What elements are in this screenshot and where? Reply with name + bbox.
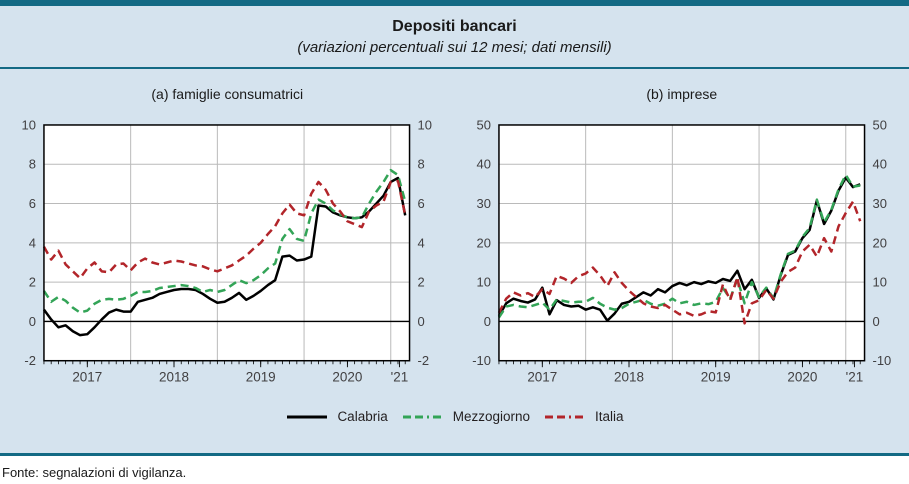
mezzogiorno-line-sample-icon bbox=[402, 415, 443, 419]
chart-panels: (a) famiglie consumatrici -2 -2 0 0 2 2 4 4 6 6 8 8… bbox=[0, 69, 909, 395]
svg-text:2: 2 bbox=[29, 275, 36, 290]
svg-text:0: 0 bbox=[29, 314, 36, 329]
legend-label-italia: Italia bbox=[595, 409, 624, 425]
legend-item-italia: Italia bbox=[543, 409, 624, 424]
svg-text:2020: 2020 bbox=[332, 370, 362, 385]
legend-spacer bbox=[0, 427, 909, 453]
source-note: Fonte: segnalazioni di vigilanza. bbox=[0, 455, 909, 480]
svg-text:40: 40 bbox=[872, 157, 886, 172]
svg-text:30: 30 bbox=[872, 196, 886, 211]
svg-text:0: 0 bbox=[418, 314, 425, 329]
figure-subtitle: (variazioni percentuali sui 12 mesi; dat… bbox=[297, 39, 612, 56]
svg-text:2018: 2018 bbox=[614, 370, 644, 385]
svg-text:30: 30 bbox=[476, 196, 490, 211]
svg-text:-2: -2 bbox=[418, 353, 430, 368]
svg-text:50: 50 bbox=[476, 117, 490, 132]
svg-text:'21: '21 bbox=[391, 370, 409, 385]
figure-header: Depositi bancari (variazioni percentuali… bbox=[0, 6, 909, 58]
svg-text:6: 6 bbox=[29, 196, 36, 211]
svg-text:10: 10 bbox=[476, 275, 490, 290]
panel-famiglie-title: (a) famiglie consumatrici bbox=[151, 86, 304, 102]
svg-text:20: 20 bbox=[476, 235, 490, 250]
panel-imprese-title: (b) imprese bbox=[646, 86, 718, 102]
svg-text:2019: 2019 bbox=[246, 370, 276, 385]
svg-text:2017: 2017 bbox=[72, 370, 102, 385]
svg-text:8: 8 bbox=[29, 157, 36, 172]
svg-text:10: 10 bbox=[418, 117, 432, 132]
svg-text:10: 10 bbox=[872, 275, 886, 290]
svg-text:4: 4 bbox=[29, 235, 36, 250]
panel-famiglie: (a) famiglie consumatrici -2 -2 0 0 2 2 4 4 6 6 8 8… bbox=[0, 69, 455, 395]
legend-item-calabria: Calabria bbox=[285, 409, 388, 425]
legend: Calabria Mezzogiorno Italia bbox=[0, 407, 909, 427]
svg-text:0: 0 bbox=[872, 314, 879, 329]
legend-item-mezzogiorno: Mezzogiorno bbox=[401, 409, 530, 424]
svg-text:2020: 2020 bbox=[787, 370, 817, 385]
calabria-line-sample-icon bbox=[287, 415, 328, 419]
svg-text:'21: '21 bbox=[845, 370, 863, 385]
svg-text:10: 10 bbox=[22, 117, 36, 132]
svg-text:50: 50 bbox=[872, 117, 886, 132]
svg-text:6: 6 bbox=[418, 196, 425, 211]
svg-text:2018: 2018 bbox=[159, 370, 189, 385]
svg-text:-10: -10 bbox=[472, 353, 491, 368]
italia-line-sample-icon bbox=[545, 415, 586, 419]
figure-title: Depositi bancari bbox=[392, 18, 517, 35]
header-rule bbox=[0, 67, 909, 69]
svg-text:0: 0 bbox=[483, 314, 490, 329]
panel-imprese: (b) imprese -10 -10 0 0 10 10 20 20 30 30 40 40 50 50… bbox=[455, 69, 909, 395]
svg-text:-10: -10 bbox=[872, 353, 891, 368]
top-rule bbox=[0, 0, 909, 6]
legend-label-mezzogiorno: Mezzogiorno bbox=[452, 409, 531, 425]
svg-text:-2: -2 bbox=[24, 353, 36, 368]
legend-label-calabria: Calabria bbox=[337, 409, 388, 425]
svg-text:2017: 2017 bbox=[527, 370, 557, 385]
svg-text:2019: 2019 bbox=[700, 370, 730, 385]
svg-text:8: 8 bbox=[418, 157, 425, 172]
figure-canvas: Depositi bancari (variazioni percentuali… bbox=[0, 6, 909, 453]
svg-text:40: 40 bbox=[476, 157, 490, 172]
svg-text:2: 2 bbox=[418, 275, 425, 290]
svg-text:20: 20 bbox=[872, 235, 886, 250]
svg-text:4: 4 bbox=[418, 235, 425, 250]
chart-famiglie-consumatrici: -2 -2 0 0 2 2 4 4 6 6 8 8 10 10 2017 2018 2019 2020 '21 bbox=[22, 117, 432, 385]
bottom-rule bbox=[0, 452, 909, 456]
